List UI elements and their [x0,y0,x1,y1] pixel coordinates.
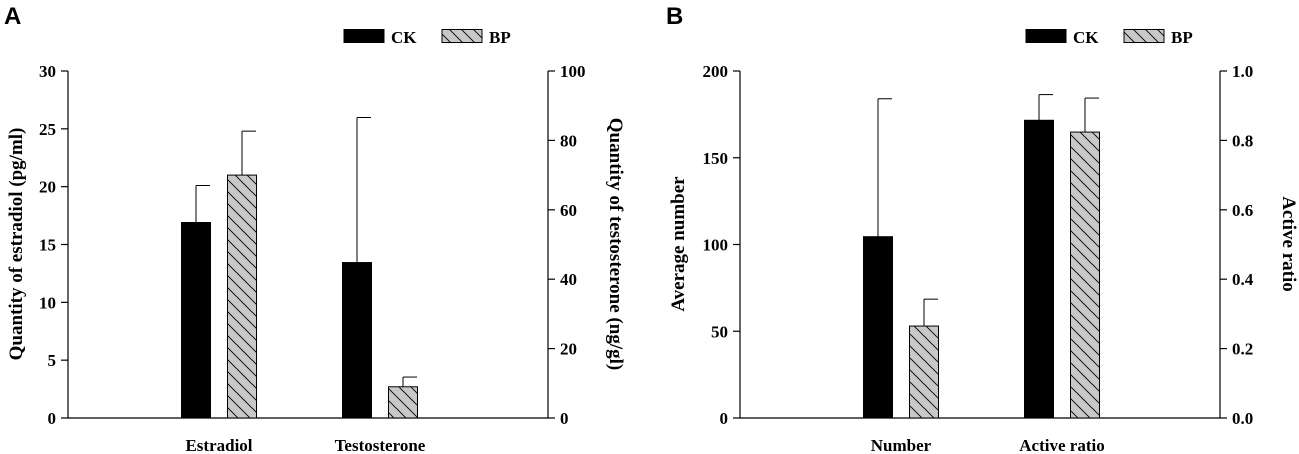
right-tick-label: 20 [560,340,577,359]
panel-b: B 0 50 100 150 200 0.0 0.2 0.4 0.6 0.8 1.0 Average n… [666,3,1299,454]
category-label: Testosterone [335,436,426,454]
left-tick-label: 5 [48,351,57,370]
legend-label-ck: CK [391,28,417,47]
right-tick-label: 80 [560,131,577,150]
bar-ck [863,236,893,419]
legend-label-ck: CK [1073,28,1099,47]
category-label: Estradiol [185,436,252,454]
bar-bp [1070,131,1100,419]
legend-label-bp: BP [1171,28,1193,47]
legend-swatch-ck [343,29,385,43]
right-tick-label: 0.4 [1232,270,1254,289]
left-tick-label: 10 [39,293,56,312]
right-tick-label: 0.2 [1232,340,1253,359]
left-tick-label: 0 [720,409,729,428]
legend-swatch-bp [441,29,483,43]
right-axis-title: Active ratio [1278,196,1299,291]
panel-a: A 0 5 10 15 20 25 30 0 20 40 60 80 100 Quantity of est… [4,3,626,454]
bar-bp [909,325,939,419]
left-axis-title: Average number [668,176,689,312]
left-tick-label: 200 [703,62,729,81]
category-label: Number [871,436,932,454]
bar-ck [181,222,211,419]
legend-label-bp: BP [489,28,511,47]
legend-swatch-ck [1025,29,1067,43]
left-tick-label: 30 [39,62,56,81]
right-tick-label: 0.8 [1232,131,1253,150]
right-axis-title: Quantity of testosterone (ng/gl) [605,118,626,370]
panel-label: B [666,3,683,30]
left-tick-label: 150 [703,149,729,168]
left-tick-label: 15 [39,236,56,255]
right-tick-label: 100 [560,62,586,81]
right-tick-label: 40 [560,270,577,289]
left-tick-label: 0 [48,409,57,428]
right-tick-label: 0 [560,409,569,428]
category-label: Active ratio [1019,436,1104,454]
right-tick-label: 1.0 [1232,62,1253,81]
left-axis-title: Quantity of estradiol (pg/ml) [6,128,27,361]
left-tick-label: 25 [39,120,56,139]
bar-bp [227,174,257,419]
bar-ck [342,262,372,419]
right-tick-label: 0.6 [1232,201,1253,220]
panel-label: A [4,3,21,30]
left-tick-label: 50 [711,322,728,341]
bar-ck [1024,119,1054,419]
right-tick-label: 0.0 [1232,409,1253,428]
bar-bp [388,386,418,419]
left-tick-label: 20 [39,178,56,197]
left-tick-label: 100 [703,236,729,255]
legend-swatch-bp [1123,29,1165,43]
right-tick-label: 60 [560,201,577,220]
